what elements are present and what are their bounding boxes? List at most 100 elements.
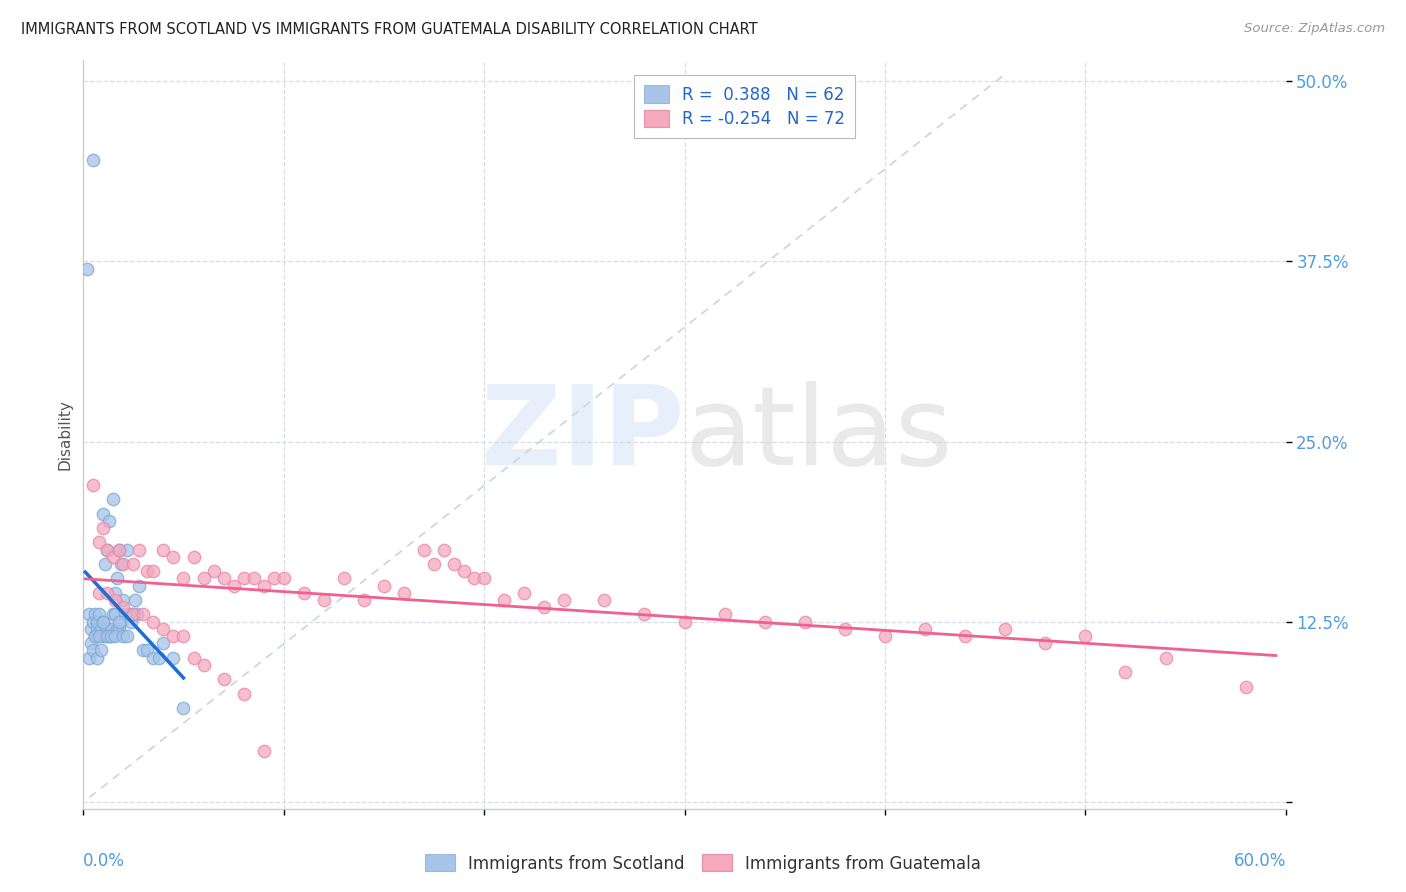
Point [1114,665,1136,679]
Point [105,571,128,585]
Point [183,549,205,564]
Point [142,564,165,578]
Text: 0.0%: 0.0% [83,852,125,870]
Point [112,600,135,615]
Point [122,557,145,571]
Point [142,615,165,629]
Point [112,593,135,607]
Point [183,650,205,665]
Text: Source: ZipAtlas.com: Source: ZipAtlas.com [1244,22,1385,36]
Text: ZIP: ZIP [481,381,685,488]
Point [173,571,195,585]
Point [132,607,155,622]
Text: 60.0%: 60.0% [1233,852,1285,870]
Point [112,629,135,643]
Point [193,657,215,672]
Point [82,643,104,657]
Point [128,579,150,593]
Point [96,542,118,557]
Point [242,571,264,585]
Point [1074,629,1097,643]
Point [104,607,127,622]
Point [162,629,184,643]
Point [96,542,118,557]
Point [96,622,118,636]
Point [212,571,235,585]
Point [136,564,159,578]
Point [89,629,111,643]
Point [82,153,104,168]
Point [392,586,415,600]
Point [76,261,98,276]
Point [100,629,122,643]
Point [96,629,118,643]
Point [263,571,285,585]
Point [108,542,131,557]
Text: atlas: atlas [685,381,953,488]
Point [463,571,485,585]
Legend: Immigrants from Scotland, Immigrants from Guatemala: Immigrants from Scotland, Immigrants fro… [419,847,987,880]
Point [103,549,125,564]
Point [98,629,121,643]
Point [91,615,114,629]
Point [513,586,536,600]
Point [253,744,276,758]
Point [873,629,896,643]
Point [533,600,555,615]
Point [232,571,254,585]
Point [253,579,276,593]
Point [94,629,117,643]
Point [152,622,174,636]
Point [117,629,139,643]
Point [105,622,128,636]
Point [373,579,395,593]
Point [593,593,616,607]
Point [84,629,107,643]
Point [90,622,112,636]
Point [754,615,776,629]
Point [100,629,122,643]
Point [110,615,132,629]
Point [433,542,456,557]
Point [148,650,170,665]
Point [152,542,174,557]
Point [132,643,155,657]
Point [120,615,142,629]
Y-axis label: Disability: Disability [58,399,72,470]
Point [86,622,108,636]
Point [91,507,114,521]
Point [353,593,375,607]
Point [80,622,103,636]
Point [673,615,696,629]
Point [173,701,195,715]
Point [453,564,475,578]
Point [333,571,356,585]
Point [124,593,146,607]
Point [90,643,112,657]
Point [82,615,104,629]
Point [292,586,315,600]
Point [472,571,495,585]
Point [1033,636,1056,650]
Point [89,535,111,549]
Point [117,542,139,557]
Point [89,586,111,600]
Point [553,593,575,607]
Point [312,593,335,607]
Point [633,607,655,622]
Point [104,593,127,607]
Point [89,607,111,622]
Point [713,607,735,622]
Point [94,557,117,571]
Point [127,607,149,622]
Point [80,636,103,650]
Point [84,607,107,622]
Point [118,607,141,622]
Point [79,650,101,665]
Point [1234,680,1257,694]
Point [108,615,131,629]
Point [142,650,165,665]
Point [222,579,245,593]
Point [108,542,131,557]
Point [173,629,195,643]
